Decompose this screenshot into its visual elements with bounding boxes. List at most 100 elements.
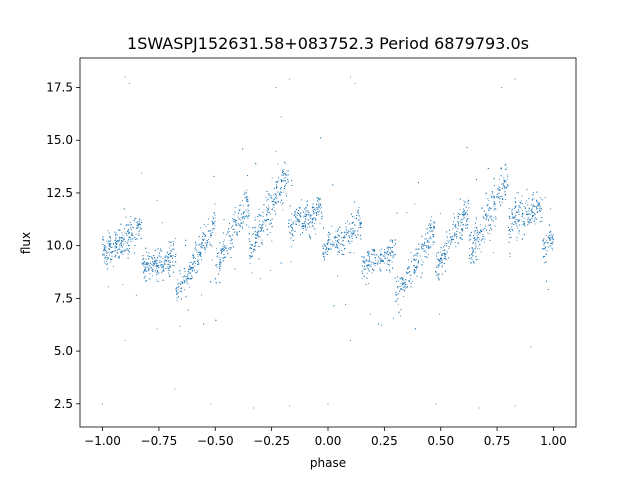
data-point xyxy=(304,213,306,214)
data-point xyxy=(485,225,487,227)
data-point xyxy=(499,190,501,191)
data-point xyxy=(518,214,520,215)
data-point xyxy=(209,230,211,232)
data-point xyxy=(441,261,442,263)
data-point xyxy=(416,268,417,270)
data-point xyxy=(292,222,294,224)
data-point xyxy=(128,250,129,252)
data-point xyxy=(123,239,125,241)
data-point xyxy=(138,233,140,234)
data-point xyxy=(233,214,235,215)
data-point xyxy=(347,220,348,222)
data-point xyxy=(477,259,479,261)
data-point xyxy=(108,254,110,256)
data-point xyxy=(401,279,403,281)
data-point xyxy=(162,268,164,270)
data-point xyxy=(177,283,179,285)
data-point xyxy=(290,224,292,226)
data-point xyxy=(354,224,356,226)
data-point xyxy=(196,249,198,251)
data-point xyxy=(255,163,257,165)
data-point xyxy=(472,251,474,253)
data-point xyxy=(160,265,162,267)
data-point xyxy=(361,277,363,279)
data-point xyxy=(363,268,365,270)
data-point xyxy=(164,256,166,258)
data-point xyxy=(187,283,189,285)
data-point xyxy=(521,215,523,217)
data-point xyxy=(426,256,428,258)
data-point xyxy=(108,245,110,247)
data-point xyxy=(427,240,429,242)
data-point xyxy=(234,211,236,213)
data-point xyxy=(281,171,283,173)
data-point xyxy=(292,235,294,237)
data-point xyxy=(397,276,399,278)
data-point xyxy=(266,213,268,215)
data-point xyxy=(234,268,236,270)
data-point xyxy=(386,252,388,254)
data-point xyxy=(405,287,406,289)
data-point xyxy=(401,285,403,287)
data-point xyxy=(231,247,232,249)
data-point xyxy=(389,252,391,253)
data-point xyxy=(125,216,127,218)
data-point xyxy=(468,199,470,201)
data-point xyxy=(109,235,111,237)
data-point xyxy=(262,223,264,225)
data-point xyxy=(145,262,147,264)
data-point xyxy=(285,184,287,186)
data-point xyxy=(173,241,175,242)
data-point xyxy=(292,227,293,229)
data-point xyxy=(225,234,227,236)
data-point xyxy=(550,239,552,241)
data-point xyxy=(200,227,202,229)
data-point xyxy=(390,254,392,256)
data-point xyxy=(214,214,216,216)
data-point xyxy=(476,234,478,236)
data-point xyxy=(298,207,300,209)
data-point xyxy=(380,254,382,255)
data-point xyxy=(443,257,445,259)
data-point xyxy=(469,255,471,257)
data-point xyxy=(155,265,157,267)
data-point xyxy=(335,240,337,242)
data-point xyxy=(223,239,225,241)
data-point xyxy=(193,257,195,258)
data-point xyxy=(165,260,167,262)
data-point xyxy=(329,249,331,250)
data-point xyxy=(198,244,200,246)
data-point xyxy=(413,265,415,267)
data-point xyxy=(220,250,222,252)
data-point xyxy=(105,250,107,252)
data-point xyxy=(254,226,256,228)
data-point xyxy=(449,233,451,235)
data-point xyxy=(296,218,298,220)
data-point xyxy=(177,279,179,281)
data-point xyxy=(186,280,188,282)
data-point xyxy=(212,222,213,224)
data-point xyxy=(483,217,485,219)
data-point xyxy=(330,247,332,249)
data-point xyxy=(129,222,131,224)
data-point xyxy=(179,273,181,275)
data-point xyxy=(119,229,121,231)
data-point xyxy=(198,235,200,237)
data-point xyxy=(291,233,293,235)
data-point xyxy=(192,262,194,264)
data-point xyxy=(107,242,109,244)
data-point xyxy=(183,282,185,284)
data-point xyxy=(361,270,363,272)
data-point xyxy=(513,216,515,218)
data-point xyxy=(346,232,348,234)
data-point xyxy=(362,261,364,263)
data-point xyxy=(284,161,286,163)
data-point xyxy=(151,256,153,258)
data-point xyxy=(277,181,278,183)
data-point xyxy=(490,215,492,217)
data-point xyxy=(154,261,156,263)
data-point xyxy=(126,249,128,251)
data-point xyxy=(285,174,287,176)
data-point xyxy=(551,236,553,238)
data-point xyxy=(206,240,208,242)
